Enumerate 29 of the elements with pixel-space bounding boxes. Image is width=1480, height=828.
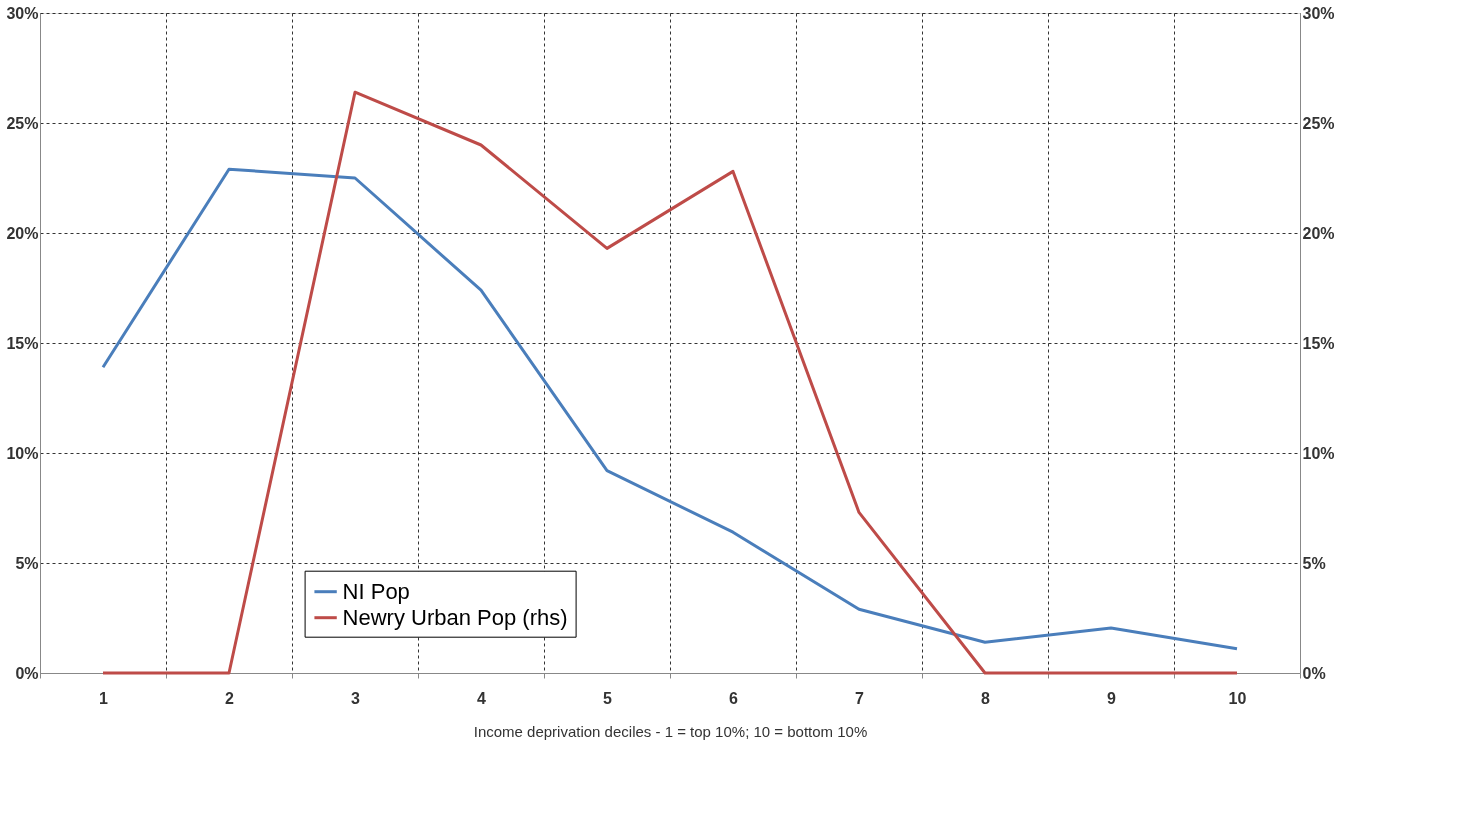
x-tick-label: 1 xyxy=(99,689,109,707)
y2-tick-label: 15% xyxy=(1302,334,1335,352)
line-series xyxy=(101,167,1239,651)
y-tick-label: 0% xyxy=(15,664,39,682)
y2-tick-label: 20% xyxy=(1302,224,1335,242)
x-tick-label: 9 xyxy=(1107,689,1117,707)
x-tick-label: 3 xyxy=(351,689,361,707)
y-tick-label: 30% xyxy=(6,4,39,22)
y-tick-label: 15% xyxy=(6,334,39,352)
y2-tick-label: 5% xyxy=(1302,554,1326,572)
y-tick-label: 5% xyxy=(15,554,39,572)
legend-label: NI Pop xyxy=(342,578,410,604)
y-tick-label: 20% xyxy=(6,224,39,242)
x-tick-label: 4 xyxy=(477,689,487,707)
y2-tick-label: 25% xyxy=(1302,114,1335,132)
x-tick-label: 10 xyxy=(1228,689,1247,707)
y-tick-label: 25% xyxy=(6,114,39,132)
line-series xyxy=(101,90,1239,675)
y2-tick-label: 0% xyxy=(1302,664,1326,682)
x-axis-title: Income deprivation deciles - 1 = top 10%; 10 = bottom 10% xyxy=(473,722,868,740)
legend-label: Newry Urban Pop (rhs) xyxy=(342,604,568,630)
x-tick-label: 2 xyxy=(225,689,235,707)
y-tick-label: 10% xyxy=(6,444,39,462)
x-tick-label: 6 xyxy=(729,689,739,707)
x-tick-label: 8 xyxy=(981,689,991,707)
y2-tick-label: 10% xyxy=(1302,444,1335,462)
y2-tick-label: 30% xyxy=(1302,4,1335,22)
x-tick-label: 7 xyxy=(855,689,865,707)
x-tick-label: 5 xyxy=(603,689,613,707)
